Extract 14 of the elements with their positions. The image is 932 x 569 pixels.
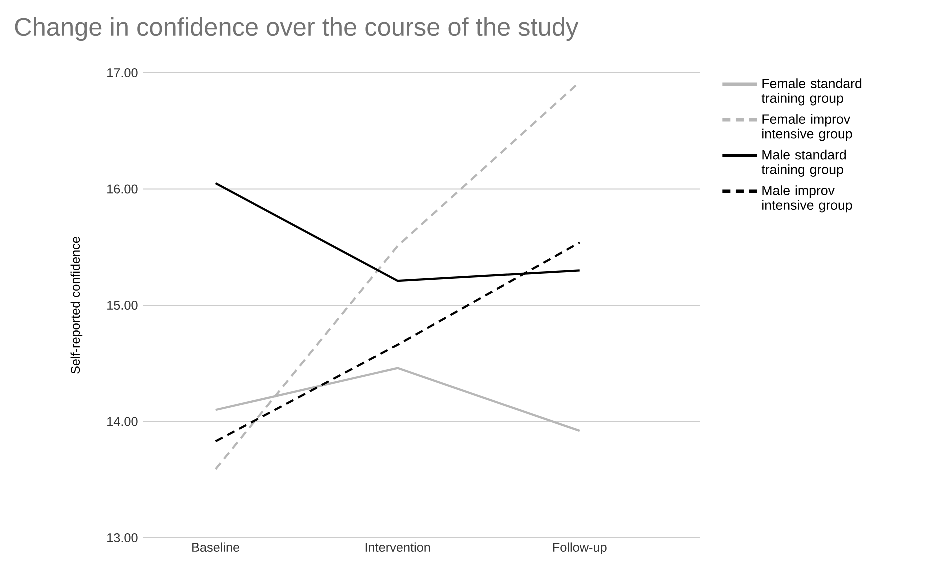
legend-label: Female standard training group [762, 78, 862, 106]
x-tick-label: Follow-up [553, 542, 607, 555]
y-tick-label: 17.00 [108, 68, 138, 78]
y-axis-title: Self-reported confidence [70, 237, 83, 374]
y-tick-label: 15.00 [108, 301, 138, 310]
legend-label: Male improv intensive group [762, 186, 852, 213]
y-tick-label: 13.00 [108, 534, 138, 542]
chart-title: Change in confidence over the course of the study [15, 18, 579, 42]
x-tick-label: Intervention [366, 542, 430, 552]
y-tick-label: 14.00 [108, 417, 138, 426]
x-tick-label: Baseline [192, 542, 240, 552]
legend-label: Female improv intensive group [762, 114, 852, 142]
y-tick-label: 16.00 [108, 184, 138, 194]
legend-label: Male standard training group [762, 150, 846, 178]
